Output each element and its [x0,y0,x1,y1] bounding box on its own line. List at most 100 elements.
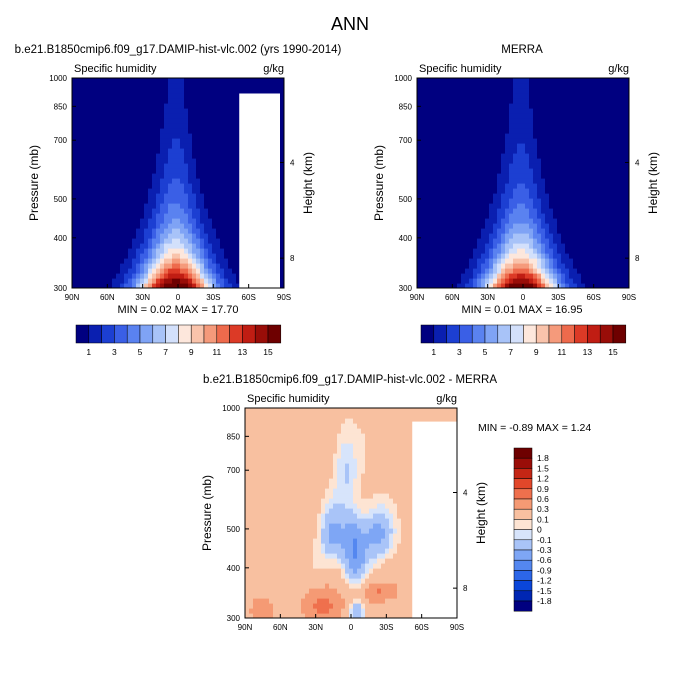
field-cell [513,188,518,194]
field-cell [533,218,538,224]
field-cell [96,263,101,269]
field-cell [533,148,538,154]
field-cell [192,178,197,184]
field-cell [273,588,278,594]
field-cell [445,118,450,124]
field-cell [525,128,530,134]
field-cell [581,243,586,249]
field-cell [421,208,426,214]
field-cell [208,93,213,99]
field-cell [96,103,101,109]
field-cell [200,168,205,174]
field-cell [449,273,454,279]
field-cell [265,413,270,419]
field-cell [553,88,558,94]
field-cell [501,88,506,94]
field-cell [144,78,149,84]
field-cell [505,273,510,279]
field-cell [493,173,498,179]
field-cell [168,268,173,274]
field-cell [533,143,538,149]
field-cell [128,223,133,229]
field-cell [561,268,566,274]
field-cell [184,213,189,219]
field-cell [212,133,217,139]
field-cell [148,158,153,164]
field-cell [273,473,278,479]
obs-panel-title: MERRA [501,44,543,56]
field-cell [605,248,610,254]
field-cell [200,108,205,114]
field-cell [208,273,213,279]
field-cell [553,143,558,149]
field-cell [433,248,438,254]
field-cell [581,233,586,239]
field-cell [253,463,258,469]
field-cell [433,148,438,154]
field-cell [112,263,117,269]
field-cell [585,223,590,229]
field-cell [557,153,562,159]
field-cell [533,88,538,94]
field-cell [265,483,270,489]
field-cell [533,183,538,189]
field-cell [597,173,602,179]
field-cell [473,168,478,174]
field-cell [232,158,237,164]
field-cell [497,158,502,164]
field-cell [104,238,109,244]
field-cell [569,168,574,174]
field-cell [273,598,278,604]
field-cell [621,128,626,134]
field-cell [549,128,554,134]
field-cell [585,153,590,159]
field-cell [224,178,229,184]
field-cell [80,268,85,274]
field-cell [88,233,93,239]
field-cell [212,223,217,229]
field-cell [429,78,434,84]
field-cell [565,163,570,169]
field-cell [245,458,250,464]
field-cell [441,178,446,184]
colorbar-swatch [561,324,575,344]
field-cell [280,178,284,184]
field-cell [136,158,141,164]
field-cell [509,273,514,279]
field-cell [441,143,446,149]
field-cell [88,83,93,89]
field-cell [164,143,169,149]
field-cell [216,133,221,139]
field-cell [445,83,450,89]
field-cell [212,168,217,174]
field-cell [253,428,258,434]
field-cell [565,268,570,274]
field-cell [597,283,602,288]
field-cell [433,118,438,124]
field-cell [477,238,482,244]
field-cell [441,168,446,174]
field-cell [537,138,542,144]
field-cell [569,103,574,109]
field-cell [421,233,426,239]
field-cell [172,158,177,164]
field-cell [477,178,482,184]
field-cell [561,273,566,279]
field-cell [549,133,554,139]
field-cell [617,233,622,239]
field-cell [589,238,594,244]
field-cell [505,198,510,204]
field-cell [477,258,482,264]
field-cell [557,213,562,219]
field-cell [513,238,518,244]
field-cell [505,238,510,244]
field-cell [72,83,77,89]
field-cell [517,248,522,254]
field-cell [457,208,462,214]
field-cell [120,178,125,184]
field-cell [124,208,129,214]
field-cell [96,283,101,288]
field-cell [208,108,213,114]
field-cell [228,278,233,284]
field-cell [553,223,558,229]
